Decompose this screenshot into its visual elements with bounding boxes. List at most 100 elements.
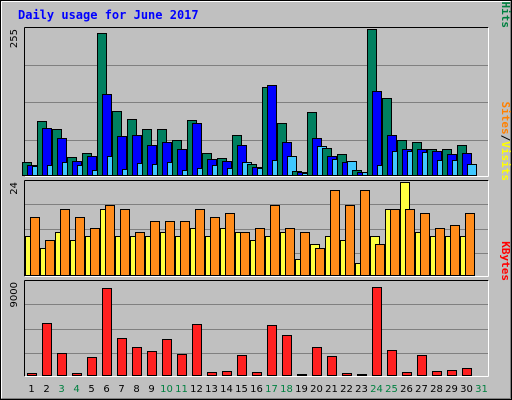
sites-bar xyxy=(330,190,340,276)
side-legend-kbytes: KBytes xyxy=(499,241,512,281)
sites-bar xyxy=(150,221,160,276)
files-bar xyxy=(192,123,202,176)
day-label: 6 xyxy=(103,384,109,395)
day-label: 16 xyxy=(250,384,263,395)
kbytes-bar xyxy=(72,373,82,376)
sites-bar xyxy=(465,213,475,276)
day-label: 20 xyxy=(310,384,323,395)
day-label: 2 xyxy=(43,384,49,395)
kbytes-bar xyxy=(387,350,397,376)
kbytes-bar xyxy=(447,370,457,376)
sites-bar xyxy=(450,225,460,276)
side-legend: KBytes xyxy=(499,241,512,281)
sites-bar xyxy=(165,221,175,276)
sites-bar xyxy=(225,213,235,276)
sites-bar xyxy=(375,244,385,276)
visits-panel: 24 Sites/Visits xyxy=(9,102,512,277)
sites-bar xyxy=(405,209,415,276)
y-max-label: 9000 xyxy=(9,282,20,307)
kbytes-bar xyxy=(87,357,97,376)
day-label: 18 xyxy=(280,384,293,395)
kbytes-bar xyxy=(132,347,142,376)
kbytes-bar xyxy=(372,287,382,376)
day-label: 14 xyxy=(220,384,233,395)
kbytes-bar xyxy=(402,372,412,376)
day-label: 10 xyxy=(160,384,173,395)
sites-bar xyxy=(75,217,85,276)
kbytes-bar xyxy=(192,324,202,376)
day-label: 31 xyxy=(475,384,488,395)
side-legend-visits: Visits xyxy=(499,141,512,181)
files-bar xyxy=(372,91,382,176)
sites-bar xyxy=(90,228,100,276)
side-legend: Sites/Visits xyxy=(499,102,512,182)
kbytes-bar xyxy=(117,338,127,376)
kbytes-bar xyxy=(237,355,247,376)
kbytes-panel: 9000 KBytes xyxy=(9,241,512,377)
sites-bar xyxy=(360,190,370,276)
kbytes-bar xyxy=(417,355,427,376)
kbytes-bar xyxy=(147,351,157,376)
y-max-label: 24 xyxy=(9,182,20,195)
day-label: 13 xyxy=(205,384,218,395)
kbytes-bar xyxy=(267,325,277,376)
day-label: 1 xyxy=(28,384,34,395)
sites-bar xyxy=(195,209,205,276)
day-label: 28 xyxy=(430,384,443,395)
sites-bar xyxy=(30,217,40,276)
kbytes-bar xyxy=(162,339,172,376)
sites-bar xyxy=(270,205,280,276)
day-label: 30 xyxy=(460,384,473,395)
y-max-label: 255 xyxy=(9,29,20,48)
kbytes-bar xyxy=(297,374,307,376)
kbytes-bar xyxy=(222,371,232,376)
kbytes-bar xyxy=(27,373,37,376)
day-label: 23 xyxy=(355,384,368,395)
side-legend: Pages/Files/Hits xyxy=(499,0,512,28)
day-label: 5 xyxy=(88,384,94,395)
pages-bar xyxy=(467,164,477,176)
sites-bar xyxy=(180,221,190,276)
kbytes-bar xyxy=(177,354,187,376)
side-legend-separator: / xyxy=(499,135,512,142)
hits-panel: 255 Pages/Files/Hits xyxy=(9,0,512,177)
kbytes-bar xyxy=(462,368,472,376)
kbytes-bar xyxy=(282,335,292,376)
day-label: 12 xyxy=(190,384,203,395)
sites-bar xyxy=(255,228,265,276)
kbytes-bar xyxy=(102,288,112,376)
sites-bar xyxy=(315,248,325,276)
day-label: 19 xyxy=(295,384,308,395)
kbytes-bar xyxy=(252,372,262,376)
sites-bar xyxy=(60,209,70,276)
sites-bar xyxy=(135,232,145,276)
day-label: 25 xyxy=(385,384,398,395)
side-legend-separator: / xyxy=(499,0,512,2)
kbytes-bar xyxy=(42,323,52,376)
sites-bar xyxy=(240,232,250,276)
day-label: 9 xyxy=(148,384,154,395)
kbytes-bar xyxy=(327,356,337,376)
sites-bar xyxy=(285,228,295,276)
day-label: 17 xyxy=(265,384,278,395)
day-label: 11 xyxy=(175,384,188,395)
day-label: 4 xyxy=(73,384,79,395)
sites-bar xyxy=(105,205,115,276)
kbytes-bar xyxy=(342,373,352,376)
day-label: 24 xyxy=(370,384,383,395)
day-label: 8 xyxy=(133,384,139,395)
kbytes-bar xyxy=(432,371,442,376)
sites-bar xyxy=(420,213,430,276)
day-label: 26 xyxy=(400,384,413,395)
day-label: 21 xyxy=(325,384,338,395)
day-label: 7 xyxy=(118,384,124,395)
sites-bar xyxy=(300,232,310,276)
day-label: 3 xyxy=(58,384,64,395)
side-legend-hits: Hits xyxy=(499,2,512,29)
sites-bar xyxy=(345,205,355,276)
sites-bar xyxy=(390,209,400,276)
sites-bar xyxy=(210,217,220,276)
plot-area xyxy=(24,280,489,377)
kbytes-bar xyxy=(312,347,322,376)
